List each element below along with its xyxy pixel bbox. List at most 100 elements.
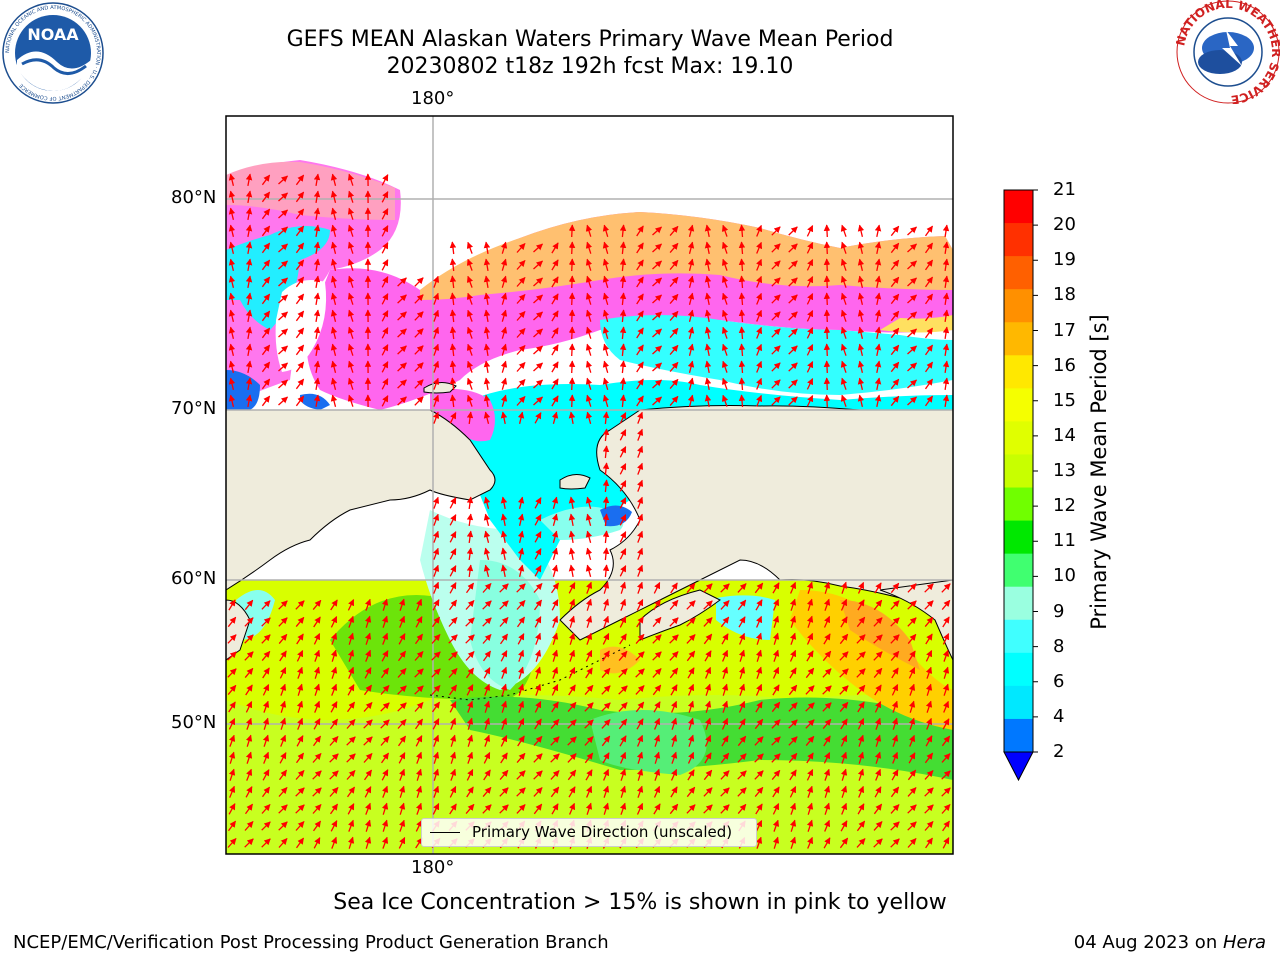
wave-direction-arrow — [652, 362, 662, 372]
wave-direction-arrow — [891, 734, 899, 747]
wave-direction-arrow — [890, 327, 900, 339]
wave-direction-arrow — [551, 530, 559, 543]
wave-direction-arrow — [483, 275, 491, 289]
wave-direction-arrow — [535, 632, 542, 645]
wave-direction-arrow — [806, 378, 814, 390]
wave-direction-arrow — [228, 394, 236, 407]
wave-direction-arrow — [669, 276, 679, 288]
wave-direction-arrow — [890, 395, 900, 407]
wave-direction-arrow — [295, 293, 305, 305]
wave-direction-arrow — [380, 719, 390, 729]
wave-direction-arrow — [516, 616, 526, 628]
wave-direction-arrow — [941, 735, 951, 747]
wave-direction-arrow — [874, 751, 882, 764]
wave-direction-arrow — [330, 224, 338, 237]
wave-direction-arrow — [228, 207, 236, 220]
wave-direction-arrow — [330, 666, 338, 679]
wave-direction-arrow — [704, 360, 712, 374]
wave-direction-arrow — [516, 600, 526, 610]
wave-direction-arrow — [244, 617, 254, 627]
wave-direction-arrow — [771, 243, 781, 253]
wave-direction-arrow — [636, 361, 644, 373]
wave-direction-arrow — [602, 309, 610, 322]
wave-direction-arrow — [857, 343, 865, 356]
wave-direction-arrow — [907, 328, 917, 338]
wave-direction-arrow — [399, 615, 406, 628]
wave-direction-arrow — [771, 311, 781, 321]
wave-direction-arrow — [329, 718, 339, 730]
wave-direction-arrow — [465, 667, 475, 679]
wave-direction-arrow — [942, 633, 950, 645]
wave-direction-arrow — [602, 411, 610, 425]
wave-direction-arrow — [346, 770, 356, 780]
wave-direction-arrow — [278, 226, 288, 236]
wave-direction-arrow — [278, 209, 288, 219]
wave-direction-arrow — [636, 378, 644, 390]
wave-direction-arrow — [635, 685, 645, 695]
wave-direction-arrow — [823, 275, 831, 289]
wave-direction-arrow — [602, 462, 610, 476]
wave-direction-arrow — [261, 191, 271, 203]
wave-direction-arrow — [483, 241, 491, 255]
wave-direction-arrow — [907, 277, 917, 287]
wave-direction-arrow — [500, 547, 508, 561]
wave-direction-arrow — [874, 360, 882, 374]
wave-direction-arrow — [687, 292, 695, 305]
lat-label-80n: 80°N — [171, 187, 217, 208]
wave-direction-arrow — [466, 326, 473, 339]
colorbar-tick-label: 15 — [1053, 389, 1076, 411]
wave-direction-arrow — [823, 258, 831, 272]
wave-direction-arrow — [500, 360, 508, 373]
wave-direction-arrow — [501, 666, 508, 679]
wave-direction-arrow — [874, 684, 882, 696]
wave-direction-arrow — [669, 378, 679, 390]
wave-direction-arrow — [415, 735, 423, 747]
colorbar-block — [1004, 454, 1033, 489]
wave-direction-arrow — [516, 583, 526, 593]
colorbar-tick-label: 19 — [1053, 249, 1076, 271]
wave-direction-arrow — [533, 379, 543, 389]
wave-direction-arrow — [687, 394, 695, 407]
wave-direction-arrow — [466, 530, 474, 543]
wave-direction-arrow — [636, 310, 644, 322]
wave-direction-arrow — [533, 396, 543, 406]
wave-direction-arrow — [601, 735, 611, 747]
wave-direction-arrow — [823, 241, 831, 255]
wave-direction-arrow — [720, 583, 730, 593]
wave-direction-arrow — [669, 651, 679, 661]
wave-direction-arrow — [738, 224, 746, 238]
wave-direction-arrow — [619, 326, 627, 340]
colorbar-tick-label: 10 — [1053, 565, 1076, 587]
wave-direction-arrow — [347, 190, 355, 203]
wave-direction-arrow — [465, 582, 475, 594]
wave-direction-arrow — [483, 394, 491, 408]
wave-direction-arrow — [788, 362, 798, 372]
wave-direction-arrow — [228, 718, 236, 730]
wave-direction-arrow — [773, 598, 780, 611]
wave-direction-arrow — [669, 634, 679, 644]
wave-direction-arrow — [942, 224, 950, 237]
wave-direction-arrow — [330, 343, 338, 356]
wave-direction-arrow — [433, 394, 440, 407]
wave-direction-arrow — [840, 224, 848, 237]
wave-direction-arrow — [329, 736, 339, 746]
wave-direction-arrow — [330, 326, 338, 339]
wave-direction-arrow — [330, 190, 338, 203]
wave-direction-arrow — [551, 293, 559, 305]
wave-direction-arrow — [245, 684, 253, 696]
wave-direction-arrow — [771, 701, 781, 713]
wave-direction-arrow — [942, 718, 950, 730]
wave-direction-arrow — [942, 394, 950, 407]
wave-direction-arrow — [669, 327, 679, 339]
wave-direction-arrow — [585, 360, 593, 373]
wave-direction-arrow — [907, 311, 917, 321]
wave-direction-arrow — [433, 292, 440, 305]
wave-direction-arrow — [449, 531, 457, 543]
wave-direction-arrow — [738, 394, 746, 408]
wave-direction-arrow — [619, 531, 627, 543]
colorbar-block — [1004, 190, 1033, 224]
wave-direction-arrow — [754, 718, 764, 730]
wave-direction-arrow — [602, 650, 610, 662]
wave-direction-arrow — [466, 377, 473, 390]
wave-direction-arrow — [823, 377, 831, 391]
